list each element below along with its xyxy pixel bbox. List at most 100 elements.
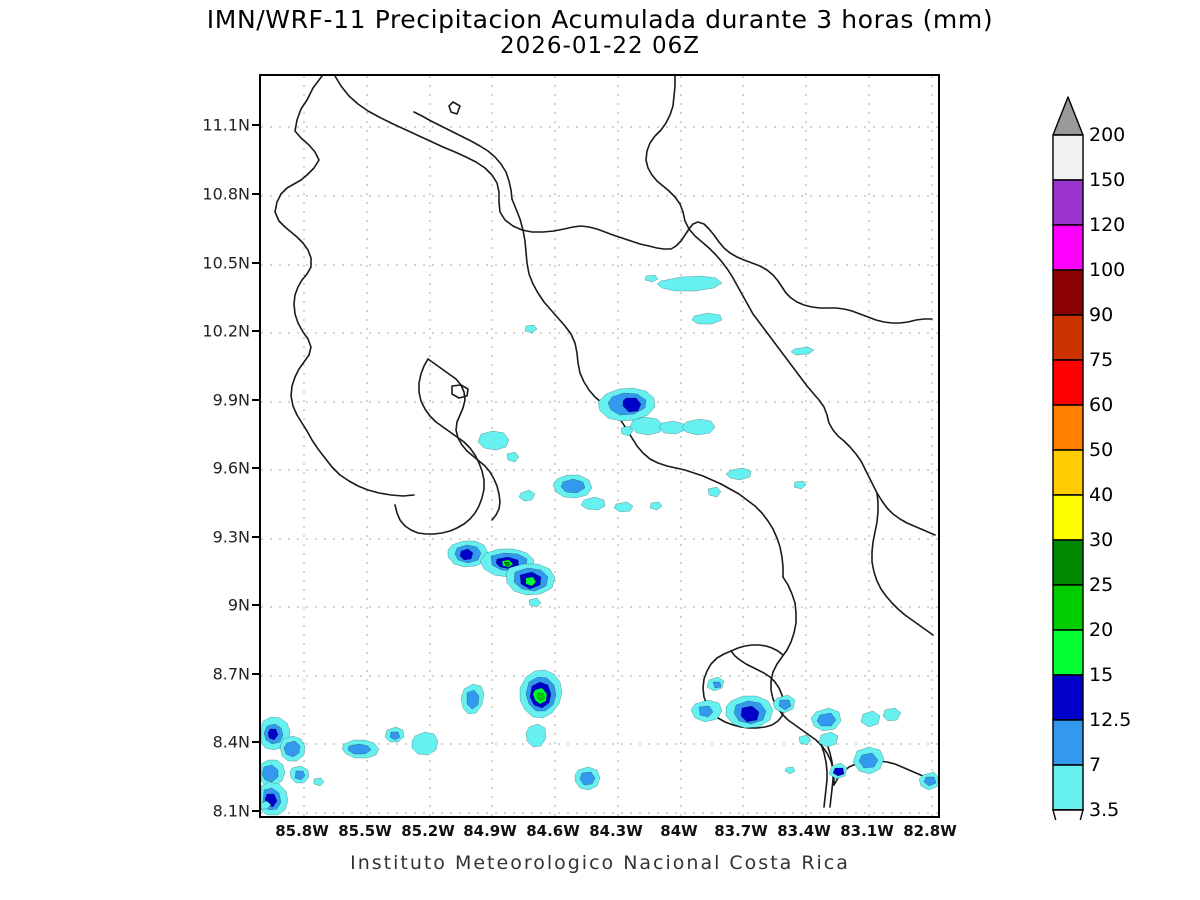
colorbar-tick-label: 120: [1089, 214, 1126, 236]
precip-blob-sw-corner-b: [279, 735, 306, 762]
colorbar-band-120-150: [1052, 179, 1084, 226]
y-tick-label: 10.8N: [202, 184, 250, 204]
x-tick-label: 85.5W: [338, 822, 392, 840]
x-tick-label: 83.7W: [714, 822, 768, 840]
precip-blob-sw-chain-c: [411, 731, 439, 756]
colorbar-band-25-30: [1052, 539, 1084, 586]
colorbar-tick-label: 25: [1089, 574, 1114, 596]
precip-blob-east-s2-core: [832, 767, 845, 777]
colorbar-tick-label: 15: [1089, 664, 1114, 686]
colorbar-tick-label: 12.5: [1089, 709, 1132, 731]
precip-blob-carib-b: [691, 312, 723, 325]
precip-blob-central-d: [477, 430, 510, 451]
y-tick-label: 8.1N: [212, 801, 250, 821]
colorbar-tick-label: 50: [1089, 439, 1114, 461]
precip-blob-east-e1-core: [778, 699, 792, 711]
precip-blob-osa-south: [525, 723, 547, 748]
precip-blob-osa-west: [460, 683, 485, 715]
precip-blob-north-b: [629, 416, 664, 436]
colorbar-tick-label: 100: [1089, 259, 1126, 281]
colorbar-band-150-200: [1052, 134, 1084, 181]
precip-speck-sw-1: [313, 777, 325, 787]
precip-blob-east-s3-core: [923, 776, 937, 787]
footer-attribution: Instituto Meteorologico Nacional Costa R…: [350, 852, 850, 874]
y-tick-label: 8.4N: [212, 732, 250, 752]
colorbar-tick-label: 20: [1089, 619, 1114, 641]
colorbar-band-40-50: [1052, 449, 1084, 496]
precip-blob-east-main: [725, 695, 774, 729]
precip-blob-central-c: [613, 501, 634, 513]
y-tick-label: 10.2N: [202, 321, 250, 341]
precip-speck-carib-2: [644, 274, 659, 283]
colorbar-under-arrow: [1052, 809, 1084, 820]
precip-blob-cv-east: [505, 563, 556, 596]
y-axis: 11.1N 10.8N 10.5N 10.2N 9.9N 9.6N 9.3N 9…: [190, 0, 250, 900]
precip-blob-osa-core: [519, 669, 563, 719]
colorbar-tick-label: 7: [1089, 754, 1102, 776]
y-tick-label: 9.3N: [212, 527, 250, 547]
precip-blob-carib-d: [725, 467, 752, 481]
precip-blob-sw-corner-d: [261, 781, 289, 816]
precip-blob-east-e4: [860, 710, 881, 728]
precip-blob-sw-corner-c: [261, 759, 286, 787]
y-tick-label: 11.1N: [202, 115, 250, 135]
precip-speck-cv-1: [528, 597, 542, 608]
colorbar-tick-label: 60: [1089, 394, 1114, 416]
colorbar-tick-label: 30: [1089, 529, 1114, 551]
colorbar-tick-label: 150: [1089, 169, 1126, 191]
precip-blob-east-e5: [882, 707, 902, 722]
x-tick-label: 83.1W: [840, 822, 894, 840]
colorbar-band-3.5-7: [1052, 764, 1084, 811]
colorbar-band-60-75: [1052, 359, 1084, 406]
precip-speck-carib-3: [707, 486, 722, 498]
y-tick-label: 9.6N: [212, 458, 250, 478]
y-tick-label: 9N: [227, 595, 250, 615]
x-tick-label: 82.8W: [903, 822, 957, 840]
colorbar-band-30-40: [1052, 494, 1084, 541]
precip-blob-sw-chain-b: [384, 726, 405, 743]
precip-blob-east-s1-core: [858, 752, 879, 769]
precip-blob-east-n1-core: [712, 681, 722, 689]
colorbar-band-15-20: [1052, 629, 1084, 676]
x-tick-label: 83.4W: [777, 822, 831, 840]
chart-title-block: IMN/WRF-11 Precipitacion Acumulada duran…: [0, 6, 1200, 60]
precip-blob-east-west-core: [698, 705, 714, 718]
x-tick-label: 84.9W: [463, 822, 517, 840]
precip-blob-carib-c: [681, 418, 716, 436]
y-tick-label: 10.5N: [202, 253, 250, 273]
precip-blob-central-a: [552, 474, 593, 499]
x-tick-label: 85.8W: [275, 822, 329, 840]
precip-speck-carib-4: [793, 480, 807, 490]
precip-blob-north-c: [658, 420, 686, 435]
precip-speck-sw-2: [261, 800, 272, 810]
precip-blob-sw-chain-a: [341, 739, 380, 759]
colorbar-legend: 200 150 120 100 90 75 60 50 40 30 25 20 …: [1048, 90, 1198, 821]
y-tick-label: 9.9N: [212, 390, 250, 410]
colorbar-tick-label: 40: [1089, 484, 1114, 506]
colorbar-over-arrow: [1052, 96, 1084, 136]
colorbar-band-75-90: [1052, 314, 1084, 361]
precipitation-map: [261, 76, 938, 816]
colorbar-band-90-100: [1052, 269, 1084, 316]
precip-blob-north-cluster: [597, 387, 656, 422]
page-title: IMN/WRF-11 Precipitacion Acumulada duran…: [206, 5, 994, 34]
precip-blob-cv-west: [447, 540, 489, 568]
precip-blob-osa-se: [574, 766, 601, 791]
precip-blob-carib-a: [656, 275, 723, 292]
colorbar-svg: [1052, 96, 1084, 820]
colorbar-band-12.5-15: [1052, 674, 1084, 721]
y-tick-label: 8.7N: [212, 664, 250, 684]
precip-speck-north-2: [524, 324, 538, 334]
precip-speck-east-1: [798, 734, 812, 746]
colorbar-tick-label: 200: [1089, 124, 1126, 146]
precip-speck-north-1: [620, 425, 634, 437]
precip-speck-carib-1: [790, 346, 815, 356]
x-tick-label: 84.3W: [589, 822, 643, 840]
precip-blob-sw-corner-e: [289, 765, 310, 784]
precip-blob-east-e2-core: [816, 712, 837, 727]
page-subtitle: 2026-01-22 06Z: [500, 33, 700, 59]
precip-blob-east-e3: [818, 731, 839, 748]
x-tick-label: 85.2W: [401, 822, 455, 840]
precip-speck-central-1: [649, 501, 663, 511]
precip-speck-east-2: [784, 766, 796, 775]
